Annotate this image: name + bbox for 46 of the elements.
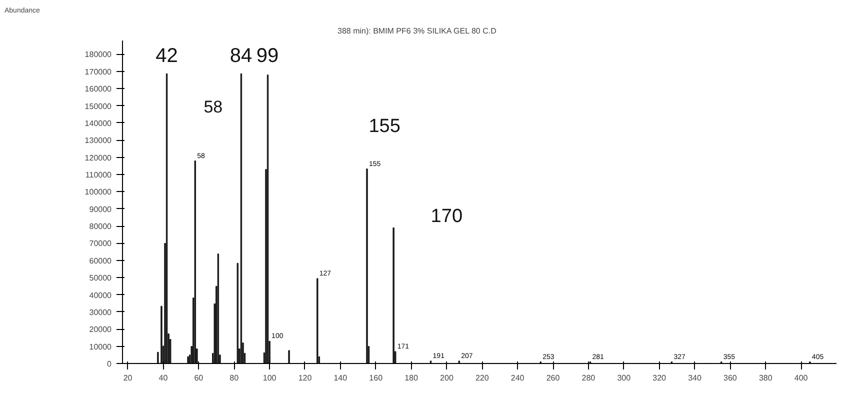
y-tick-label: 120000 xyxy=(84,153,112,162)
x-tick-label: 240 xyxy=(510,374,525,382)
x-tick-label: 20 xyxy=(123,374,133,382)
x-tick-label: 200 xyxy=(440,374,454,382)
y-tick-label: 60000 xyxy=(89,256,112,266)
x-tick-label: 360 xyxy=(724,374,738,382)
x-tick-label: 80 xyxy=(230,374,240,382)
y-tick-label: 50000 xyxy=(89,274,112,283)
y-tick-label: 170000 xyxy=(84,67,112,76)
y-tick-label: 180000 xyxy=(84,50,112,60)
x-tick-label: 120 xyxy=(298,374,312,382)
y-tick-label: 0 xyxy=(107,360,112,368)
x-tick-label: 100 xyxy=(262,374,277,382)
annotation: 99 xyxy=(256,45,279,68)
annotation: 58 xyxy=(204,97,223,116)
y-tick-label: 110000 xyxy=(85,170,112,180)
x-tick-label: 280 xyxy=(582,374,596,382)
x-tick-label: 220 xyxy=(475,374,490,382)
y-tick-label: 150000 xyxy=(84,102,112,111)
annotation: 155 xyxy=(368,116,400,137)
x-tick-label: 140 xyxy=(334,374,348,382)
annotation: 42 xyxy=(156,45,178,68)
y-tick-label: 20000 xyxy=(89,325,112,334)
x-tick-label: 40 xyxy=(158,374,168,382)
chart-title: 388 min): BMIM PF6 3% SILIKA GEL 80 C.D xyxy=(338,26,497,36)
x-tick-label: 260 xyxy=(546,374,560,382)
y-tick-label: 70000 xyxy=(89,239,112,248)
x-tick-label: 300 xyxy=(617,374,632,382)
y-tick-label: 140000 xyxy=(84,118,112,128)
y-tick-label: 100000 xyxy=(84,188,112,197)
y-tick-label: 130000 xyxy=(84,136,112,146)
y-tick-label: 160000 xyxy=(84,84,112,94)
x-tick-label: 400 xyxy=(794,374,808,382)
x-tick-label: 180 xyxy=(404,374,419,382)
y-tick-label: 30000 xyxy=(89,308,112,317)
y-tick-label: 90000 xyxy=(89,204,112,214)
x-tick-label: 320 xyxy=(652,374,667,382)
y-tick-label: 40000 xyxy=(89,290,112,300)
x-tick-label: 340 xyxy=(688,374,702,382)
annotation: 84 xyxy=(230,45,252,68)
y-tick-label: 10000 xyxy=(89,342,112,352)
x-tick-label: 380 xyxy=(758,374,773,382)
y-tick-label: 80000 xyxy=(89,222,112,232)
annotation: 170 xyxy=(430,206,463,228)
x-tick-label: 60 xyxy=(194,374,204,382)
x-tick-label: 160 xyxy=(369,374,384,382)
